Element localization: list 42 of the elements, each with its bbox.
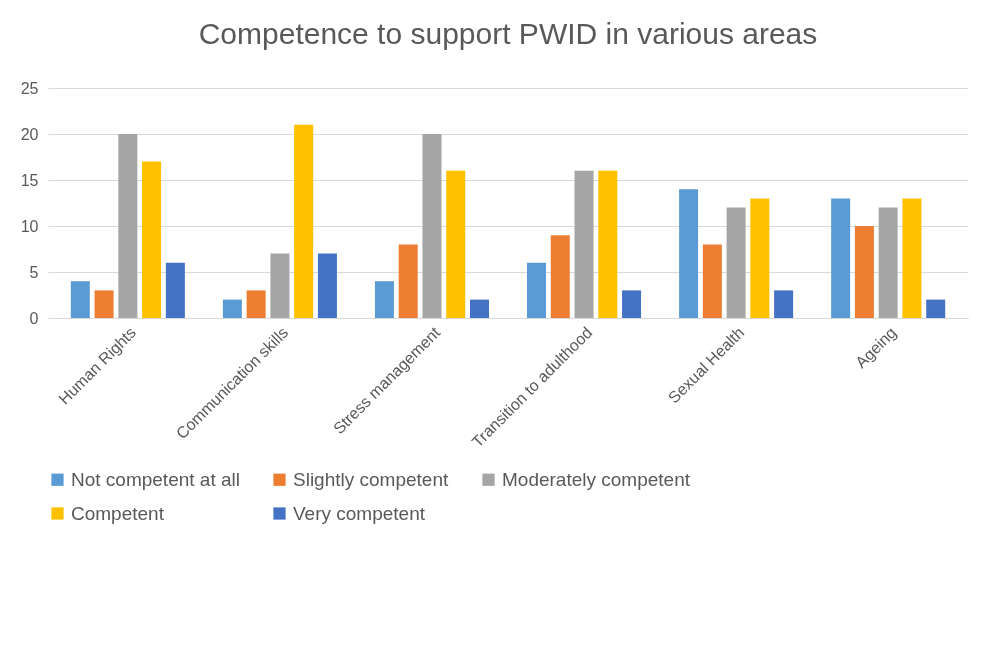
bar xyxy=(574,170,594,318)
y-tick-label: 25 xyxy=(20,79,39,97)
bar xyxy=(94,290,114,318)
bar xyxy=(422,134,442,318)
bar xyxy=(878,207,898,318)
y-tick-label: 5 xyxy=(29,263,39,281)
bar xyxy=(118,134,138,318)
bar xyxy=(622,290,642,318)
bar xyxy=(294,124,314,318)
bar xyxy=(374,281,394,318)
bar xyxy=(222,299,242,318)
legend-label: Very competent xyxy=(293,502,426,524)
bar xyxy=(446,170,466,318)
bar xyxy=(831,198,851,318)
bar xyxy=(165,262,185,318)
bar xyxy=(774,290,794,318)
bar xyxy=(679,189,699,318)
bar xyxy=(246,290,266,318)
bar xyxy=(270,253,290,318)
legend-label: Slightly competent xyxy=(293,468,449,490)
legend-label: Moderately competent xyxy=(502,468,691,490)
bar xyxy=(142,161,162,318)
bar xyxy=(469,299,489,318)
y-tick-label: 20 xyxy=(20,125,39,143)
bar xyxy=(702,244,722,318)
y-tick-label: 15 xyxy=(20,171,39,189)
bar xyxy=(70,281,90,318)
chart-title: Competence to support PWID in various areas xyxy=(198,17,818,50)
y-tick-label: 10 xyxy=(20,217,39,235)
bar xyxy=(527,262,547,318)
bar xyxy=(317,253,337,318)
legend-label: Competent xyxy=(71,502,165,524)
bar xyxy=(726,207,746,318)
bar xyxy=(598,170,618,318)
bar xyxy=(902,198,922,318)
bar xyxy=(854,226,874,318)
bar xyxy=(398,244,418,318)
y-tick-label: 0 xyxy=(29,309,39,327)
legend-label: Not competent at all xyxy=(71,468,240,490)
bar xyxy=(750,198,770,318)
bar xyxy=(926,299,946,318)
bar xyxy=(550,235,570,318)
